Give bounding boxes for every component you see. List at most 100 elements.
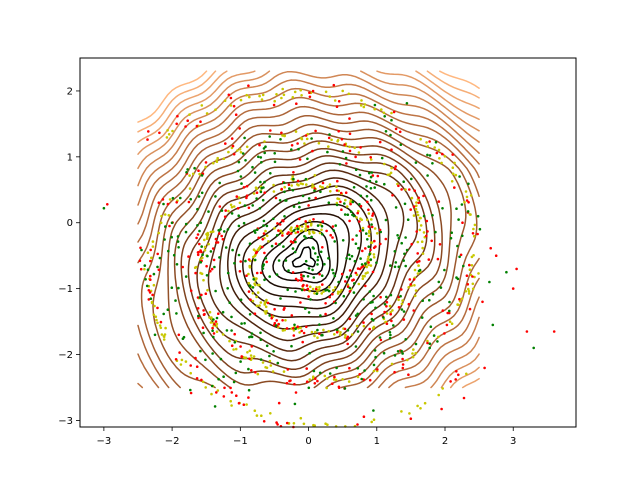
point-series-2	[339, 290, 342, 294]
point-series-1	[379, 242, 382, 246]
point-series-3	[176, 235, 180, 238]
point-series-3	[282, 181, 286, 185]
point-series-1	[197, 250, 200, 254]
point-series-2	[418, 228, 422, 232]
point-series-1	[213, 322, 216, 326]
point-series-1	[181, 265, 184, 269]
point-series-3	[351, 200, 355, 204]
point-series-2	[281, 87, 285, 91]
point-series-2	[188, 187, 192, 190]
point-series-2	[458, 299, 462, 303]
point-series-2	[201, 380, 205, 384]
point-series-3	[292, 205, 296, 208]
point-series-3	[243, 204, 247, 207]
point-series-2	[234, 347, 238, 351]
point-series-1	[345, 162, 348, 165]
point-series-1	[494, 254, 498, 257]
point-series-1	[210, 267, 214, 271]
point-series-3	[278, 199, 282, 202]
point-series-2	[209, 321, 213, 324]
point-series-2	[469, 194, 473, 197]
point-series-2	[305, 183, 308, 186]
point-series-3	[394, 261, 398, 264]
point-series-1	[348, 149, 352, 153]
point-series-3	[369, 175, 373, 179]
point-series-2	[388, 173, 391, 176]
point-series-2	[464, 190, 468, 193]
point-series-3	[328, 133, 331, 136]
point-series-3	[162, 202, 165, 206]
point-series-3	[214, 195, 217, 198]
point-series-2	[264, 229, 267, 233]
point-series-1	[178, 351, 181, 354]
point-series-2	[252, 248, 256, 251]
point-series-3	[375, 261, 378, 265]
point-series-1	[356, 267, 360, 270]
point-series-2	[322, 290, 325, 293]
point-series-3	[292, 229, 296, 232]
point-series-3	[313, 189, 316, 192]
point-series-2	[151, 240, 155, 243]
point-series-1	[138, 259, 142, 263]
point-series-1	[300, 329, 304, 333]
point-series-3	[170, 221, 174, 225]
point-series-3	[259, 190, 263, 194]
point-series-2	[313, 424, 317, 427]
point-series-2	[300, 229, 304, 232]
point-series-2	[332, 378, 336, 381]
point-series-3	[217, 229, 220, 232]
point-series-2	[421, 246, 425, 250]
point-series-3	[290, 344, 293, 348]
point-series-3	[414, 161, 418, 164]
point-series-1	[391, 194, 394, 197]
point-series-3	[393, 265, 397, 269]
point-series-2	[251, 292, 255, 295]
point-series-2	[415, 204, 418, 208]
point-series-3	[400, 349, 403, 353]
point-series-1	[236, 207, 240, 210]
point-series-2	[229, 203, 233, 207]
point-series-2	[252, 192, 256, 195]
point-series-3	[226, 228, 230, 231]
point-series-2	[210, 316, 213, 319]
point-series-3	[358, 203, 361, 206]
point-series-1	[261, 238, 265, 241]
point-series-1	[370, 225, 374, 229]
point-series-3	[270, 244, 274, 248]
point-series-3	[232, 380, 236, 384]
point-series-2	[471, 287, 475, 291]
point-series-1	[467, 201, 470, 204]
point-series-1	[276, 222, 279, 225]
point-series-1	[346, 342, 350, 346]
point-series-2	[383, 162, 386, 166]
point-series-3	[156, 265, 159, 269]
point-series-3	[272, 217, 275, 221]
point-series-3	[298, 205, 301, 209]
point-series-1	[441, 152, 444, 156]
point-series-2	[313, 174, 317, 177]
point-series-1	[224, 142, 227, 145]
point-series-1	[346, 335, 350, 339]
point-series-2	[416, 210, 419, 214]
point-series-3	[209, 250, 213, 253]
point-series-1	[293, 382, 296, 386]
point-series-2	[437, 148, 441, 152]
point-series-3	[462, 264, 465, 268]
point-series-3	[403, 252, 406, 256]
point-series-1	[343, 327, 347, 331]
contour-level-1	[291, 246, 317, 268]
point-series-1	[389, 312, 393, 316]
point-series-2	[227, 150, 230, 154]
point-series-3	[332, 317, 335, 320]
point-series-1	[428, 140, 431, 143]
point-series-3	[206, 254, 209, 258]
point-series-3	[456, 244, 459, 248]
point-series-2	[198, 172, 201, 176]
point-series-2	[201, 256, 204, 260]
point-series-1	[303, 288, 306, 292]
point-series-2	[200, 272, 204, 276]
point-series-3	[359, 194, 363, 198]
point-series-1	[329, 233, 333, 237]
point-series-1	[222, 395, 226, 398]
point-series-1	[468, 263, 471, 267]
